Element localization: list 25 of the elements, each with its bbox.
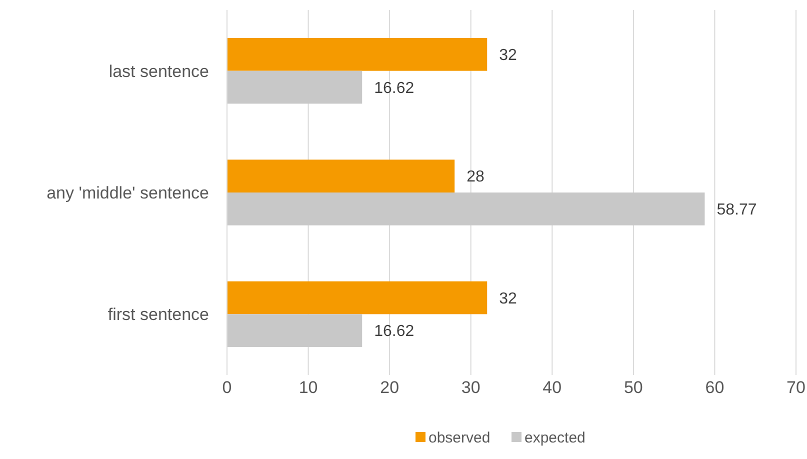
- bar: [227, 192, 705, 226]
- legend-label: expected: [524, 429, 586, 446]
- legend-label: observed: [428, 429, 490, 446]
- y-tick-label: first sentence: [108, 305, 209, 324]
- y-tick-label: any 'middle' sentence: [46, 183, 209, 202]
- x-tick-label: 10: [298, 378, 318, 397]
- bar: [227, 160, 455, 192]
- x-tick-label: 20: [380, 378, 400, 397]
- data-label: 16.62: [374, 80, 414, 97]
- y-tick-label: last sentence: [108, 62, 209, 81]
- bar: [227, 70, 362, 104]
- data-label: 28: [466, 168, 484, 186]
- x-tick-label: 70: [786, 378, 806, 397]
- x-tick-label: 60: [705, 378, 724, 397]
- x-tick-label: 40: [542, 378, 562, 397]
- x-tick-label: 30: [461, 378, 480, 397]
- bar: [227, 38, 488, 71]
- data-label: 58.77: [716, 202, 757, 219]
- data-label: 32: [499, 47, 518, 64]
- x-tick-label: 50: [624, 378, 643, 397]
- data-label: 16.62: [374, 323, 414, 340]
- bar: [227, 314, 362, 348]
- bar: [227, 281, 488, 314]
- data-label: 32: [499, 290, 518, 308]
- x-tick-label: 0: [222, 378, 232, 397]
